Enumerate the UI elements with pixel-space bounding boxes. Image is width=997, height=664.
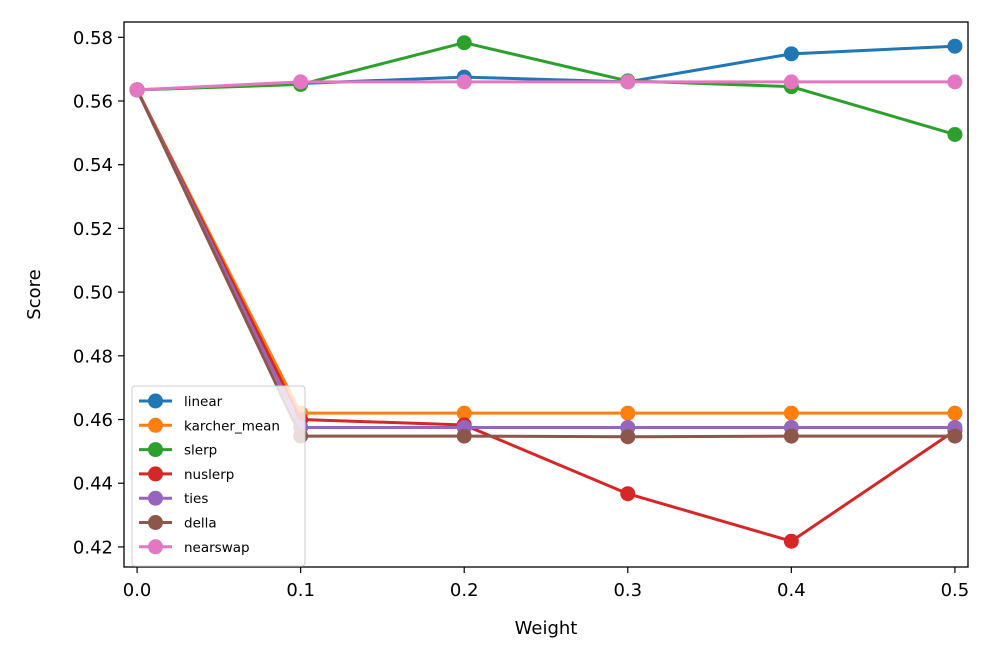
x-tick-label: 0.0	[123, 580, 152, 601]
series-line	[135, 89, 955, 429]
legend-label: karcher_mean	[184, 418, 280, 434]
legend-item: ties	[139, 490, 208, 507]
data-point	[783, 405, 799, 421]
data-point	[456, 428, 472, 444]
x-tick-label: 0.4	[777, 580, 806, 601]
data-point	[456, 405, 472, 421]
y-tick-label: 0.48	[73, 346, 113, 367]
series-nearswap	[129, 74, 963, 98]
legend-item: karcher_mean	[139, 417, 280, 434]
y-tick-label: 0.58	[73, 28, 113, 49]
series-line	[135, 89, 955, 415]
legend-item: della	[139, 515, 217, 532]
data-point	[783, 46, 799, 62]
series-line	[137, 80, 955, 92]
x-tick-label: 0.3	[613, 580, 642, 601]
data-point	[620, 486, 636, 502]
x-tick-label: 0.5	[941, 580, 970, 601]
series-line	[137, 41, 956, 136]
legend-marker	[148, 393, 163, 409]
legend-marker	[148, 539, 163, 555]
y-axis-label: Score	[24, 269, 45, 319]
legend-label: slerp	[184, 443, 217, 459]
data-point	[456, 74, 472, 90]
legend-item: nearswap	[139, 539, 250, 556]
legend-label: ties	[184, 491, 208, 507]
legend-item: linear	[139, 393, 223, 410]
legend-box	[131, 385, 306, 567]
x-tick-label: 0.1	[286, 580, 315, 601]
legend-marker	[148, 466, 163, 482]
data-point	[620, 74, 636, 90]
legend-marker	[148, 442, 163, 458]
data-point	[620, 405, 636, 421]
y-tick-label: 0.54	[73, 155, 113, 176]
legend-label: linear	[184, 394, 223, 410]
series-line	[135, 89, 955, 439]
legend-label: nearswap	[184, 540, 250, 556]
data-point	[947, 126, 963, 142]
data-point	[783, 428, 799, 444]
data-point	[129, 82, 145, 98]
legend-marker	[148, 490, 163, 506]
legend-item: slerp	[139, 442, 217, 459]
data-point	[620, 429, 636, 445]
data-point	[783, 533, 799, 549]
x-axis: 0.0 0.1 0.2 0.3 0.4 0.5	[123, 567, 969, 601]
legend-label: nuslerp	[184, 467, 234, 483]
series-line	[135, 89, 956, 543]
x-tick-label: 0.2	[450, 580, 479, 601]
data-point	[783, 74, 799, 90]
y-tick-label: 0.52	[73, 219, 113, 240]
legend-marker	[148, 417, 163, 433]
y-tick-label: 0.44	[73, 474, 113, 495]
y-tick-label: 0.50	[73, 283, 113, 304]
x-axis-label: Weight	[515, 618, 578, 639]
data-point	[456, 35, 472, 51]
plot-area	[123, 21, 969, 568]
data-point	[947, 405, 963, 421]
data-point	[947, 74, 963, 90]
data-point	[293, 74, 309, 90]
legend-item: nuslerp	[139, 466, 234, 483]
y-tick-label: 0.56	[73, 91, 113, 112]
y-axis: 0.42 0.44 0.46 0.48 0.50 0.52 0.54 0.56 0.58	[73, 28, 124, 558]
data-point	[947, 428, 963, 444]
y-tick-label: 0.42	[73, 537, 113, 558]
legend-marker	[148, 515, 163, 530]
y-tick-label: 0.46	[73, 410, 113, 431]
legend-label: della	[184, 516, 217, 532]
data-point	[947, 38, 963, 54]
